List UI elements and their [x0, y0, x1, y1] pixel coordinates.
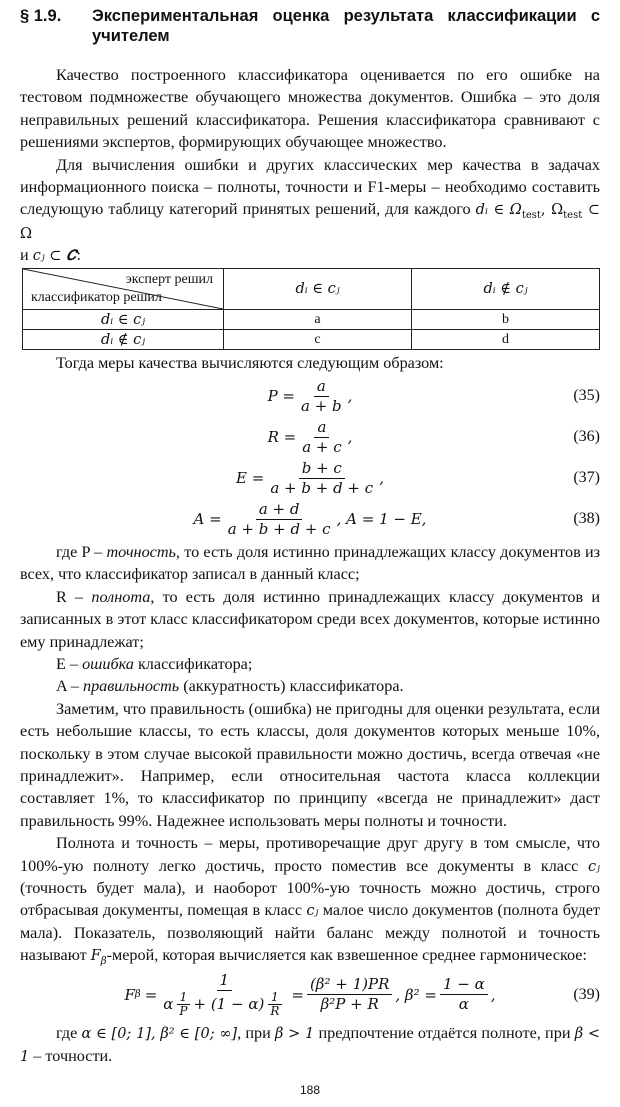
paragraph: где P – точность, то есть доля истинно п…	[20, 542, 601, 584]
body-text: где P – точность, то есть доля истинно п…	[20, 541, 600, 968]
paragraph: E – ошибка классификатора;	[56, 654, 253, 673]
section-number: § 1.9.	[20, 7, 62, 25]
paragraph: Заметим, что правильность (ошибка) не пр…	[20, 699, 600, 830]
equation-number: (35)	[573, 387, 600, 405]
table-corner-cell: эксперт решил классификатор решил	[22, 268, 224, 311]
intro-text: Качество построенного классификатора оце…	[20, 64, 600, 266]
diagonal-line	[23, 269, 223, 309]
equation-35: P = a a + b,	[267, 376, 353, 415]
equation-number: (36)	[573, 428, 600, 446]
equation-number: (37)	[573, 469, 600, 487]
paragraph: R – полнота, то есть доля истинно принад…	[20, 587, 600, 651]
paragraph: Качество построенного классификатора оце…	[20, 66, 600, 152]
paragraph: Полнота и точность – меры, противоречащи…	[20, 834, 600, 968]
paragraph: где α ∈ [0; 1], β² ∈ [0; ∞], при β > 1 п…	[20, 1024, 601, 1065]
table-row: dᵢ ∉ cⱼ c d	[22, 329, 600, 351]
equation-number: (38)	[573, 510, 600, 528]
paragraph: Для вычисления ошибки и других классичес…	[20, 155, 600, 242]
column-header: dᵢ ∉ cⱼ	[411, 268, 600, 311]
column-header: dᵢ ∈ cⱼ	[223, 268, 412, 311]
equation-number: (39)	[573, 985, 600, 1003]
equation-36: R = a a + c,	[267, 417, 353, 456]
decision-table: эксперт решил классификатор решил dᵢ ∈ c…	[22, 268, 600, 351]
table-row: dᵢ ∈ cⱼ a b	[22, 309, 600, 331]
paragraph: Тогда меры качества вычисляются следующи…	[56, 354, 444, 373]
section-title: Экспериментальная оценка результата клас…	[92, 7, 600, 45]
paragraph: и cⱼ ⊂ 𝑪:	[20, 246, 81, 265]
section-heading: § 1.9. Экспериментальная оценка результа…	[20, 6, 600, 46]
paragraph: A – правильность (аккуратность) классифи…	[56, 677, 404, 696]
page-number: 188	[299, 1083, 321, 1098]
